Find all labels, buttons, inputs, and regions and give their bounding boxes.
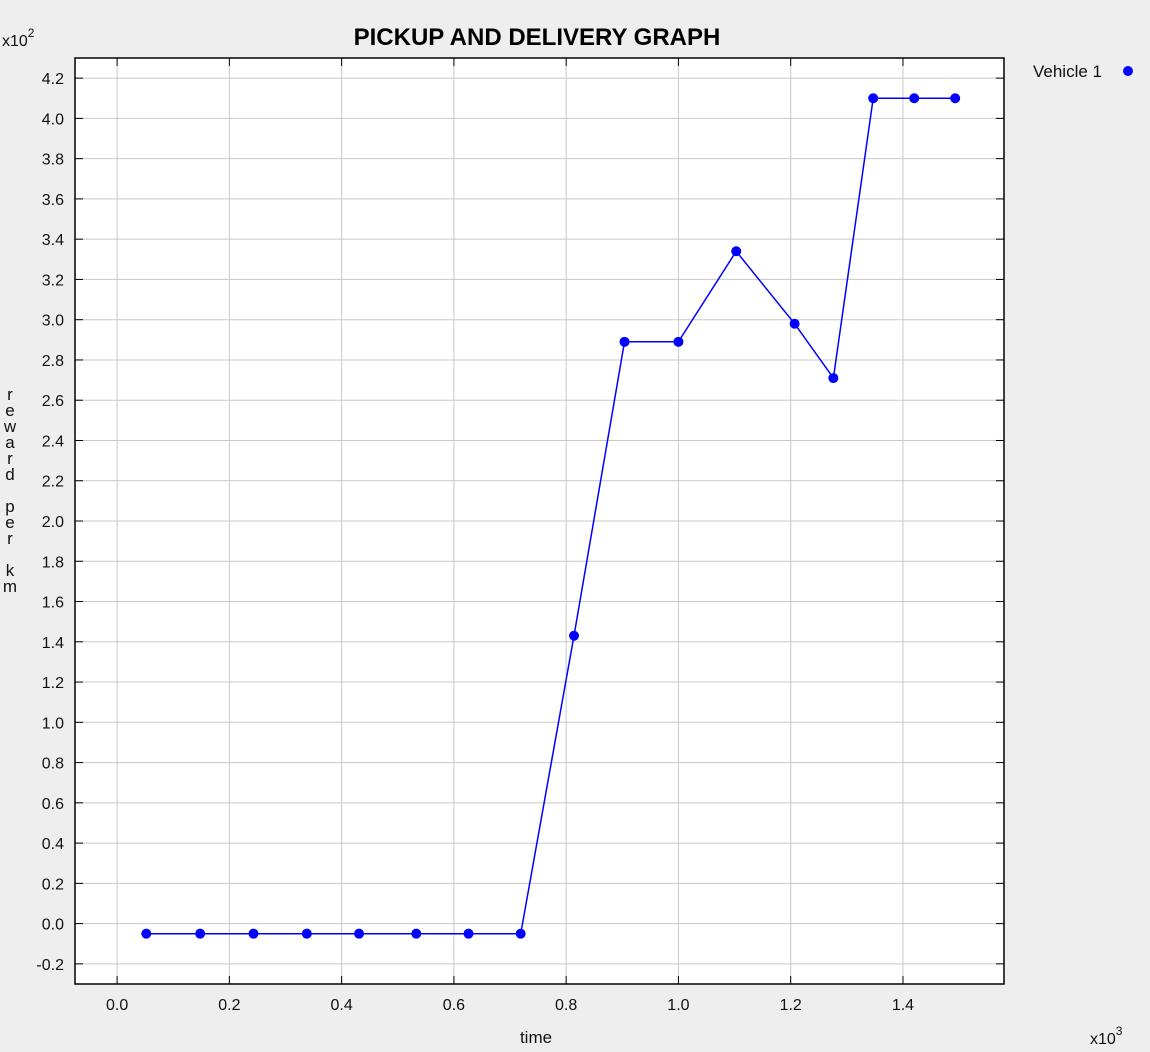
y-tick-label: 0.4	[42, 836, 64, 853]
x-multiplier-base: x10	[1090, 1031, 1116, 1048]
data-point	[248, 928, 259, 939]
data-point	[868, 93, 879, 104]
y-multiplier: x102	[2, 26, 35, 50]
y-tick-label: 3.0	[42, 313, 64, 330]
y-tick-label: 2.8	[42, 353, 64, 370]
y-tick-label: 1.0	[42, 715, 64, 732]
y-tick-label: 0.8	[42, 756, 64, 773]
legend-marker	[1123, 66, 1133, 76]
legend: Vehicle 1	[1033, 62, 1133, 81]
y-tick-label: 2.0	[42, 514, 64, 531]
y-tick-label: 1.4	[42, 635, 64, 652]
x-tick-label: 0.4	[331, 997, 353, 1014]
y-axis-label-char: e	[5, 401, 14, 420]
data-point	[195, 928, 206, 939]
data-point	[141, 928, 152, 939]
y-tick-label: 1.6	[42, 595, 64, 612]
x-tick-label: 0.8	[555, 997, 577, 1014]
x-tick-label: 1.0	[667, 997, 689, 1014]
y-tick-label: 1.2	[42, 675, 64, 692]
y-tick-label: 3.2	[42, 272, 64, 289]
ticks	[75, 58, 1004, 984]
y-tick-label: 3.8	[42, 152, 64, 169]
y-tick-label: 3.4	[42, 232, 64, 249]
y-axis-label-char: p	[5, 497, 14, 516]
data-point	[463, 928, 474, 939]
x-tick-label: 0.0	[106, 997, 128, 1014]
y-axis-label-char: r	[7, 529, 13, 548]
data-point	[301, 928, 312, 939]
data-point	[515, 928, 526, 939]
data-point	[731, 246, 742, 257]
data-point	[828, 373, 839, 384]
y-tick-label: 0.6	[42, 796, 64, 813]
y-tick-label: 2.4	[42, 433, 64, 450]
data-point	[619, 336, 630, 347]
y-axis-label-char: r	[7, 385, 13, 404]
y-axis-label-char: e	[5, 513, 14, 532]
y-axis-label-char: w	[3, 417, 17, 436]
y-axis-label-char: k	[6, 561, 15, 580]
y-tick-label: 1.8	[42, 554, 64, 571]
y-tick-label: 2.6	[42, 393, 64, 410]
y-multiplier-base: x10	[2, 33, 28, 50]
y-tick-label: 0.0	[42, 917, 64, 934]
plot-frame	[74, 57, 1005, 985]
data-point	[673, 336, 684, 347]
data-point	[950, 93, 961, 104]
y-tick-label: 4.2	[42, 71, 64, 88]
x-multiplier-exponent: 3	[1116, 1024, 1123, 1038]
data-point	[411, 928, 422, 939]
y-tick-label: 3.6	[42, 192, 64, 209]
y-axis-label-char: r	[7, 449, 13, 468]
x-tick-label: 1.2	[780, 997, 802, 1014]
series-layer	[141, 93, 961, 939]
y-axis-label-char: d	[5, 465, 14, 484]
data-point	[909, 93, 920, 104]
x-multiplier: x103	[1090, 1024, 1123, 1048]
x-axis-label: time	[520, 1028, 552, 1047]
y-tick-labels: -0.2 0.0 0.2 0.4 0.6 0.8 1.0 1.2 1.4 1.6 1.8 2.0 2.2…	[36, 71, 64, 974]
grid	[75, 58, 1004, 984]
x-tick-label: 1.4	[892, 997, 914, 1014]
y-axis-label-char: m	[3, 577, 17, 596]
y-tick-label: 4.0	[42, 111, 64, 128]
y-tick-label: 2.2	[42, 474, 64, 491]
y-tick-label: -0.2	[36, 957, 64, 974]
chart-title: PICKUP AND DELIVERY GRAPH	[354, 24, 721, 51]
y-axis-label-char: a	[5, 433, 15, 452]
data-point	[569, 630, 580, 641]
y-multiplier-exponent: 2	[28, 26, 35, 40]
x-tick-label: 0.6	[443, 997, 465, 1014]
x-tick-label: 0.2	[218, 997, 240, 1014]
data-point	[789, 318, 800, 329]
y-tick-label: 0.2	[42, 876, 64, 893]
legend-label: Vehicle 1	[1033, 62, 1102, 81]
x-tick-labels: 0.0 0.2 0.4 0.6 0.8 1.0 1.2 1.4	[106, 997, 914, 1014]
data-point	[354, 928, 365, 939]
